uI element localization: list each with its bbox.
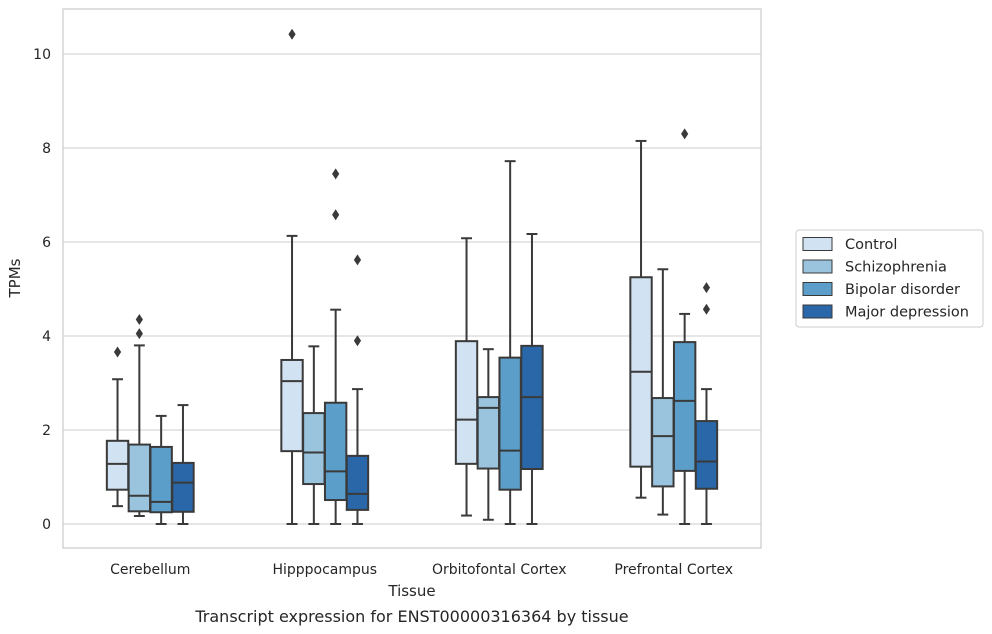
chart-caption: Transcript expression for ENST0000031636…: [194, 607, 628, 626]
outlier-point: [353, 254, 362, 266]
iqr-box: [323, 401, 348, 502]
box-bipolar-disorder: [672, 128, 697, 525]
outlier-point: [681, 128, 689, 140]
box-control: [105, 346, 130, 508]
box-bipolar-disorder: [498, 160, 522, 525]
legend: Control Schizophrenia Bipolar disorder Majo…: [795, 229, 984, 328]
x-tick-label: Prefrontal Cortex: [614, 562, 733, 578]
x-axis-title: Tissue: [387, 582, 435, 600]
iqr-box: [651, 397, 675, 488]
x-tick-label: Hipppocampus: [272, 562, 377, 578]
legend-label: Major depression: [845, 305, 969, 321]
y-axis-title: TPMs: [6, 258, 24, 298]
x-ticks: Cerebellum Hipppocampus Orbitofontal Corte…: [110, 562, 733, 578]
box-major-depression: [694, 282, 719, 525]
y-tick-label: 8: [42, 141, 51, 157]
box-control: [280, 28, 304, 525]
x-tick-label: Cerebellum: [110, 562, 190, 578]
box-control: [454, 237, 479, 517]
x-tick-label: Orbitofontal Cortex: [432, 562, 567, 578]
outlier-point: [702, 282, 711, 294]
box-bipolar-disorder: [149, 414, 173, 525]
iqr-box: [171, 461, 195, 513]
plot-frame: [62, 8, 762, 549]
boxes: [105, 28, 719, 525]
box-schizophrenia: [651, 268, 675, 516]
y-tick-label: 2: [42, 423, 51, 439]
iqr-box: [498, 356, 522, 491]
legend-swatch: [802, 237, 833, 251]
legend-swatch: [802, 259, 833, 274]
iqr-box: [105, 439, 130, 491]
iqr-box: [454, 340, 479, 465]
y-tick-label: 6: [42, 235, 51, 251]
y-tick-label: 10: [33, 47, 51, 63]
box-schizophrenia: [476, 348, 501, 521]
legend-swatch: [802, 304, 833, 319]
y-tick-label: 0: [42, 517, 51, 533]
iqr-box: [520, 344, 544, 471]
outlier-point: [288, 28, 296, 40]
iqr-box: [280, 358, 304, 453]
outlier-point: [702, 303, 711, 315]
box-major-depression: [345, 254, 370, 525]
legend-label: Control: [845, 237, 897, 253]
legend-swatch: [802, 282, 833, 296]
box-major-depression: [520, 233, 544, 525]
y-ticks: 0 2 4 6 8 10: [33, 47, 51, 533]
box-schizophrenia: [127, 314, 152, 518]
legend-label: Bipolar disorder: [845, 282, 960, 298]
outlier-point: [332, 209, 340, 221]
box-control: [629, 139, 653, 499]
legend-frame: [795, 229, 984, 328]
outlier-point: [353, 335, 362, 347]
box-schizophrenia: [302, 345, 326, 525]
legend-label: Schizophrenia: [845, 260, 947, 276]
outlier-point: [113, 346, 122, 358]
outlier-point: [135, 314, 143, 326]
grid: [63, 53, 761, 525]
iqr-box: [302, 412, 326, 486]
box-bipolar-disorder: [323, 168, 348, 525]
box-major-depression: [171, 404, 195, 525]
iqr-box: [672, 341, 697, 472]
y-tick-label: 4: [42, 329, 51, 345]
outlier-point: [332, 168, 340, 180]
iqr-box: [694, 420, 719, 490]
iqr-box: [345, 454, 370, 511]
outlier-point: [135, 328, 143, 340]
iqr-box: [127, 443, 152, 513]
